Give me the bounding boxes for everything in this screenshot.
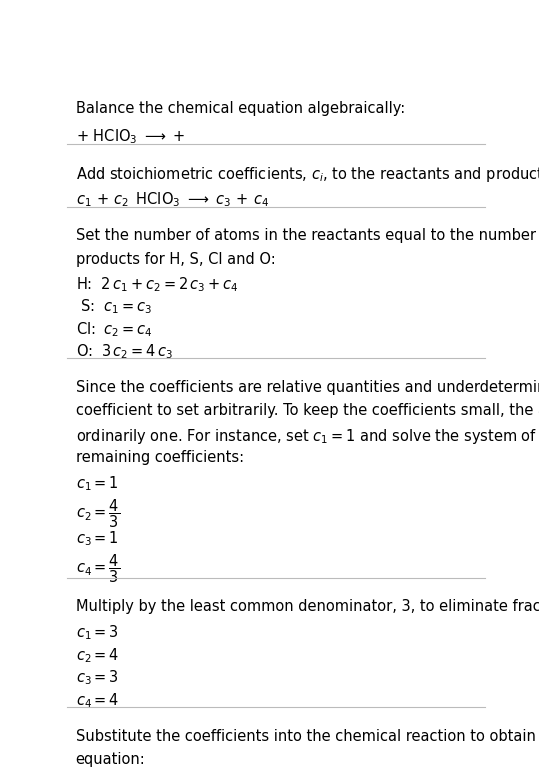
Text: Add stoichiometric coefficients, $c_i$, to the reactants and products:: Add stoichiometric coefficients, $c_i$, … bbox=[75, 165, 539, 184]
Text: Set the number of atoms in the reactants equal to the number of atoms in the: Set the number of atoms in the reactants… bbox=[75, 228, 539, 244]
Text: remaining coefficients:: remaining coefficients: bbox=[75, 450, 244, 465]
Text: equation:: equation: bbox=[75, 752, 146, 767]
Text: H: $\;2\,c_1 + c_2 = 2\,c_3 + c_4$: H: $\;2\,c_1 + c_2 = 2\,c_3 + c_4$ bbox=[75, 275, 238, 293]
Text: $c_2 = 4$: $c_2 = 4$ bbox=[75, 646, 119, 664]
Text: Cl: $\;c_2 = c_4$: Cl: $\;c_2 = c_4$ bbox=[75, 320, 153, 338]
Text: products for H, S, Cl and O:: products for H, S, Cl and O: bbox=[75, 251, 275, 267]
Text: $c_2 = \dfrac{4}{3}$: $c_2 = \dfrac{4}{3}$ bbox=[75, 498, 120, 531]
Text: $c_1 = 3$: $c_1 = 3$ bbox=[75, 623, 119, 642]
Text: $c_4 = \dfrac{4}{3}$: $c_4 = \dfrac{4}{3}$ bbox=[75, 552, 120, 585]
Text: $c_1\, +\, c_2\,$ HClO$_3$ $\longrightarrow$ $c_3\, +\, c_4$: $c_1\, +\, c_2\,$ HClO$_3$ $\longrightar… bbox=[75, 191, 269, 209]
Text: $c_4 = 4$: $c_4 = 4$ bbox=[75, 691, 119, 710]
Text: Since the coefficients are relative quantities and underdetermined, choose a: Since the coefficients are relative quan… bbox=[75, 380, 539, 395]
Text: $+$ HClO$_3$ $\longrightarrow$ $+$: $+$ HClO$_3$ $\longrightarrow$ $+$ bbox=[75, 128, 185, 146]
Text: O: $\;3\,c_2 = 4\,c_3$: O: $\;3\,c_2 = 4\,c_3$ bbox=[75, 342, 173, 361]
Text: Substitute the coefficients into the chemical reaction to obtain the balanced: Substitute the coefficients into the che… bbox=[75, 729, 539, 744]
Text: $c_3 = 3$: $c_3 = 3$ bbox=[75, 668, 119, 687]
Text: $c_3 = 1$: $c_3 = 1$ bbox=[75, 529, 119, 548]
Text: coefficient to set arbitrarily. To keep the coefficients small, the arbitrary va: coefficient to set arbitrarily. To keep … bbox=[75, 403, 539, 419]
Text: Balance the chemical equation algebraically:: Balance the chemical equation algebraica… bbox=[75, 100, 405, 116]
Text: S: $\;c_1 = c_3$: S: $\;c_1 = c_3$ bbox=[75, 297, 152, 316]
Text: Multiply by the least common denominator, 3, to eliminate fractional coefficient: Multiply by the least common denominator… bbox=[75, 599, 539, 615]
Text: ordinarily one. For instance, set $c_1 = 1$ and solve the system of equations fo: ordinarily one. For instance, set $c_1 =… bbox=[75, 427, 539, 446]
Text: $c_1 = 1$: $c_1 = 1$ bbox=[75, 475, 119, 493]
FancyBboxPatch shape bbox=[72, 774, 233, 778]
